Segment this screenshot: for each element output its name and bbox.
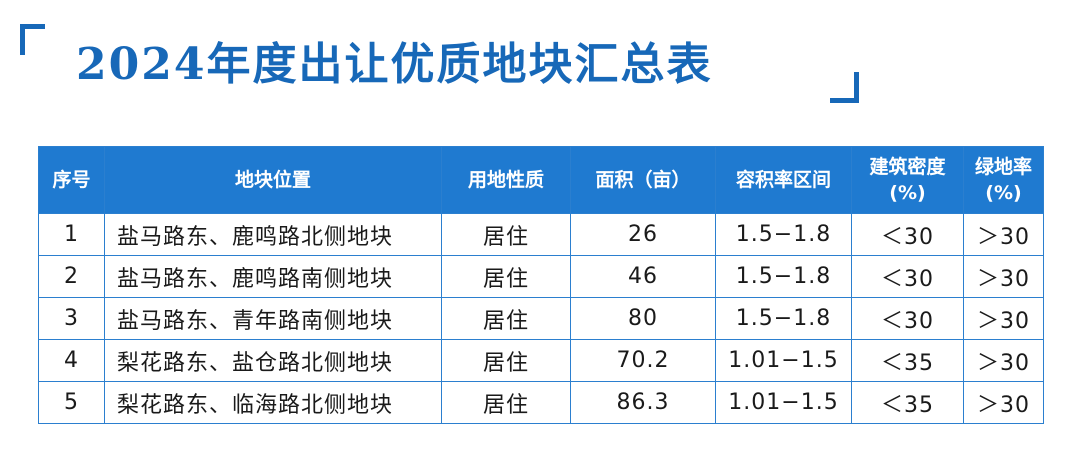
bracket: [830, 72, 859, 103]
table-cell: 1.01−1.5: [715, 381, 852, 424]
table-row: 3 盐马路东、青年路南侧地块 居住 80 1.5−1.8 ＜30 ＞30: [38, 297, 1044, 340]
column-header: 用地性质: [441, 146, 571, 214]
table-cell: 1.5−1.8: [715, 213, 852, 256]
table-cell: 居住: [441, 381, 571, 424]
table-cell: 居住: [441, 297, 571, 340]
table-cell: 80: [570, 297, 716, 340]
bracket: [20, 24, 45, 55]
table: 序号 地块位置 用地性质 面积（亩） 容积率区间 建筑密度 (%) 绿地率 (%) 1 盐马路东、…: [38, 146, 1044, 424]
table-cell: 居住: [441, 255, 571, 298]
table-row: 2 盐马路东、鹿鸣路南侧地块 居住 46 1.5−1.8 ＜30 ＞30: [38, 255, 1044, 298]
table-cell: 2: [38, 255, 105, 298]
column-header: 容积率区间: [715, 146, 852, 214]
column-header: 建筑密度 (%): [851, 146, 964, 214]
table-cell: 70.2: [570, 339, 716, 382]
table-cell: 1.5−1.8: [715, 255, 852, 298]
table-cell: ＜30: [851, 297, 964, 340]
table-cell: 4: [38, 339, 105, 382]
table-cell: ＞30: [963, 297, 1044, 340]
table-cell: ＞30: [963, 339, 1044, 382]
table-cell: ＜30: [851, 213, 964, 256]
table-row: 5 梨花路东、临海路北侧地块 居住 86.3 1.01−1.5 ＜35 ＞30: [38, 381, 1044, 424]
table-cell: 盐马路东、鹿鸣路南侧地块: [104, 255, 442, 298]
table-cell: 梨花路东、盐仓路北侧地块: [104, 339, 442, 382]
table-cell: 梨花路东、临海路北侧地块: [104, 381, 442, 424]
column-header: 面积（亩）: [570, 146, 716, 214]
table-cell: 3: [38, 297, 105, 340]
table-cell: ＞30: [963, 213, 1044, 256]
table-cell: 86.3: [570, 381, 716, 424]
table-cell: 1.01−1.5: [715, 339, 852, 382]
table-row: 4 梨花路东、盐仓路北侧地块 居住 70.2 1.01−1.5 ＜35 ＞30: [38, 339, 1044, 382]
table-cell: ＜35: [851, 381, 964, 424]
header-line: 绿地率: [974, 156, 1032, 178]
table-cell: 1.5−1.8: [715, 297, 852, 340]
table-cell: ＜30: [851, 255, 964, 298]
table-cell: 26: [570, 213, 716, 256]
table-cell: 盐马路东、青年路南侧地块: [104, 297, 442, 340]
table-cell: 盐马路东、鹿鸣路北侧地块: [104, 213, 442, 256]
table-cell: 居住: [441, 213, 571, 256]
table-body: 1 盐马路东、鹿鸣路北侧地块 居住 26 1.5−1.8 ＜30 ＞30 2 盐马路东、鹿鸣路南…: [38, 213, 1044, 424]
header-line: 建筑密度: [869, 156, 946, 178]
column-header: 序号: [38, 146, 105, 214]
table-cell: 5: [38, 381, 105, 424]
table-cell: 46: [570, 255, 716, 298]
table-cell: ＜35: [851, 339, 964, 382]
table-cell: 居住: [441, 339, 571, 382]
header-line: (%): [889, 182, 926, 204]
table-row: 1 盐马路东、鹿鸣路北侧地块 居住 26 1.5−1.8 ＜30 ＞30: [38, 213, 1044, 256]
title: 2024年度出让优质地块汇总表: [76, 39, 713, 90]
column-header: 地块位置: [104, 146, 442, 214]
table-cell: ＞30: [963, 381, 1044, 424]
table-cell: 1: [38, 213, 105, 256]
column-header: 绿地率 (%): [963, 146, 1044, 214]
header-row: 序号 地块位置 用地性质 面积（亩） 容积率区间 建筑密度 (%) 绿地率 (%): [38, 146, 1044, 214]
header-line: (%): [985, 182, 1022, 204]
table-cell: ＞30: [963, 255, 1044, 298]
